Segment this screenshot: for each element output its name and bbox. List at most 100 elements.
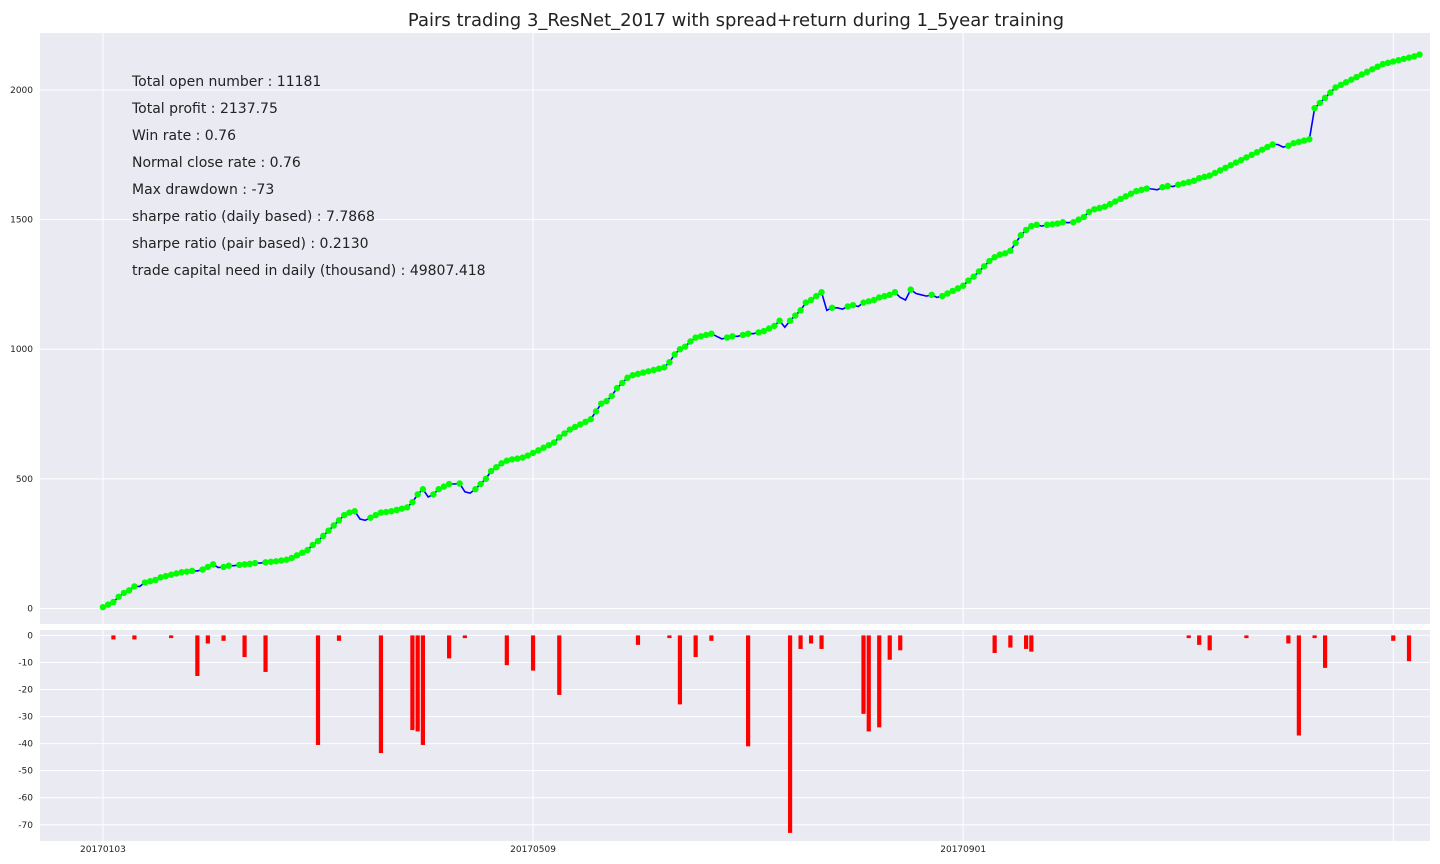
profit-marker — [891, 289, 899, 296]
profit-marker — [435, 486, 442, 493]
profit-marker — [304, 546, 311, 554]
profit-marker — [739, 331, 747, 339]
profit-marker — [1196, 174, 1203, 182]
profit-marker — [556, 434, 563, 441]
profit-marker — [1101, 203, 1108, 210]
profit-marker — [1285, 142, 1292, 149]
drawdown-y-tick-label: -20 — [18, 686, 33, 696]
profit-marker — [403, 504, 411, 511]
profit-marker — [477, 480, 484, 488]
profit-marker — [755, 329, 762, 336]
profit-marker — [225, 562, 233, 569]
drawdown-bar — [410, 635, 415, 731]
profit-marker — [1411, 53, 1418, 60]
drawdown-bar — [1406, 635, 1412, 662]
profit-marker — [598, 400, 605, 407]
profit-marker — [1395, 57, 1402, 64]
profit-marker — [1190, 177, 1198, 184]
x-tick-label: 20170901 — [940, 845, 986, 855]
profit-marker — [188, 567, 196, 575]
main-y-tick-label: 1000 — [10, 345, 33, 355]
profit-marker — [440, 483, 448, 490]
drawdown-bar — [887, 635, 892, 660]
profit-marker — [1054, 220, 1061, 227]
profit-marker — [860, 299, 867, 306]
profit-marker — [209, 561, 217, 568]
main-y-tick-label: 1500 — [10, 216, 33, 226]
profit-marker — [325, 527, 332, 534]
profit-marker — [246, 560, 254, 568]
profit-marker — [1353, 73, 1360, 81]
profit-marker — [1306, 136, 1313, 143]
drawdown-bar — [861, 635, 866, 714]
drawdown-bar — [1244, 635, 1249, 639]
profit-marker — [299, 549, 306, 556]
drawdown-bar — [1312, 635, 1317, 639]
profit-marker — [1206, 172, 1213, 179]
profit-marker — [655, 365, 663, 372]
profit-marker — [1300, 137, 1308, 144]
profit-marker — [760, 327, 768, 335]
profit-marker — [409, 498, 416, 506]
stat-normal-close-rate: Normal close rate : 0.76 — [132, 155, 301, 171]
profit-marker — [1390, 58, 1397, 65]
profit-marker — [708, 330, 715, 337]
profit-marker — [1358, 71, 1366, 78]
profit-marker — [1248, 151, 1255, 159]
profit-marker — [603, 397, 610, 405]
profit-marker — [723, 334, 731, 341]
profit-marker — [980, 263, 988, 270]
profit-marker — [954, 285, 962, 292]
profit-marker — [566, 426, 573, 433]
drawdown-bar — [242, 635, 247, 658]
drawdown-bar — [635, 635, 641, 645]
profit-marker — [1159, 184, 1166, 191]
profit-marker — [1316, 99, 1324, 107]
drawdown-bar — [420, 635, 426, 745]
profit-marker — [1070, 219, 1077, 226]
profit-marker — [1384, 59, 1392, 67]
drawdown-bar — [132, 635, 137, 640]
profit-marker — [110, 598, 117, 606]
drawdown-bar — [1197, 635, 1202, 645]
profit-marker — [1133, 187, 1140, 195]
profit-marker — [876, 294, 883, 301]
profit-marker — [1227, 161, 1234, 169]
drawdown-bar — [1186, 635, 1191, 639]
drawdown-bars — [111, 635, 1412, 833]
profit-marker — [702, 331, 710, 339]
profit-marker — [608, 392, 615, 400]
profit-marker — [582, 418, 589, 426]
profit-marker — [865, 298, 872, 305]
drawdown-bar — [447, 635, 452, 659]
profit-marker — [278, 557, 285, 564]
profit-marker — [991, 254, 998, 261]
profit-marker — [1117, 195, 1124, 203]
profit-marker — [697, 333, 705, 340]
profit-marker — [660, 364, 668, 371]
profit-marker — [1232, 159, 1240, 166]
profit-marker — [965, 277, 972, 284]
profit-marker — [571, 423, 579, 431]
profit-marker — [414, 491, 421, 498]
drawdown-bar — [1029, 635, 1034, 652]
profit-marker — [676, 346, 684, 353]
drawdown-bar — [1024, 635, 1029, 649]
profit-marker — [1028, 222, 1035, 230]
profit-marker — [844, 303, 851, 310]
profit-marker — [550, 439, 558, 446]
profit-marker — [1080, 213, 1088, 221]
profit-marker — [377, 509, 385, 516]
profit-marker — [1085, 208, 1093, 216]
profit-marker — [545, 441, 552, 449]
profit-marker — [1237, 156, 1245, 164]
profit-marker — [1180, 180, 1187, 187]
profit-marker — [346, 509, 353, 516]
profit-marker — [535, 447, 542, 454]
profit-marker — [472, 486, 479, 493]
profit-marker — [341, 511, 348, 519]
profit-marker — [367, 514, 374, 521]
profit-marker — [99, 603, 107, 611]
profit-marker — [1253, 149, 1261, 156]
profit-marker — [430, 491, 437, 498]
